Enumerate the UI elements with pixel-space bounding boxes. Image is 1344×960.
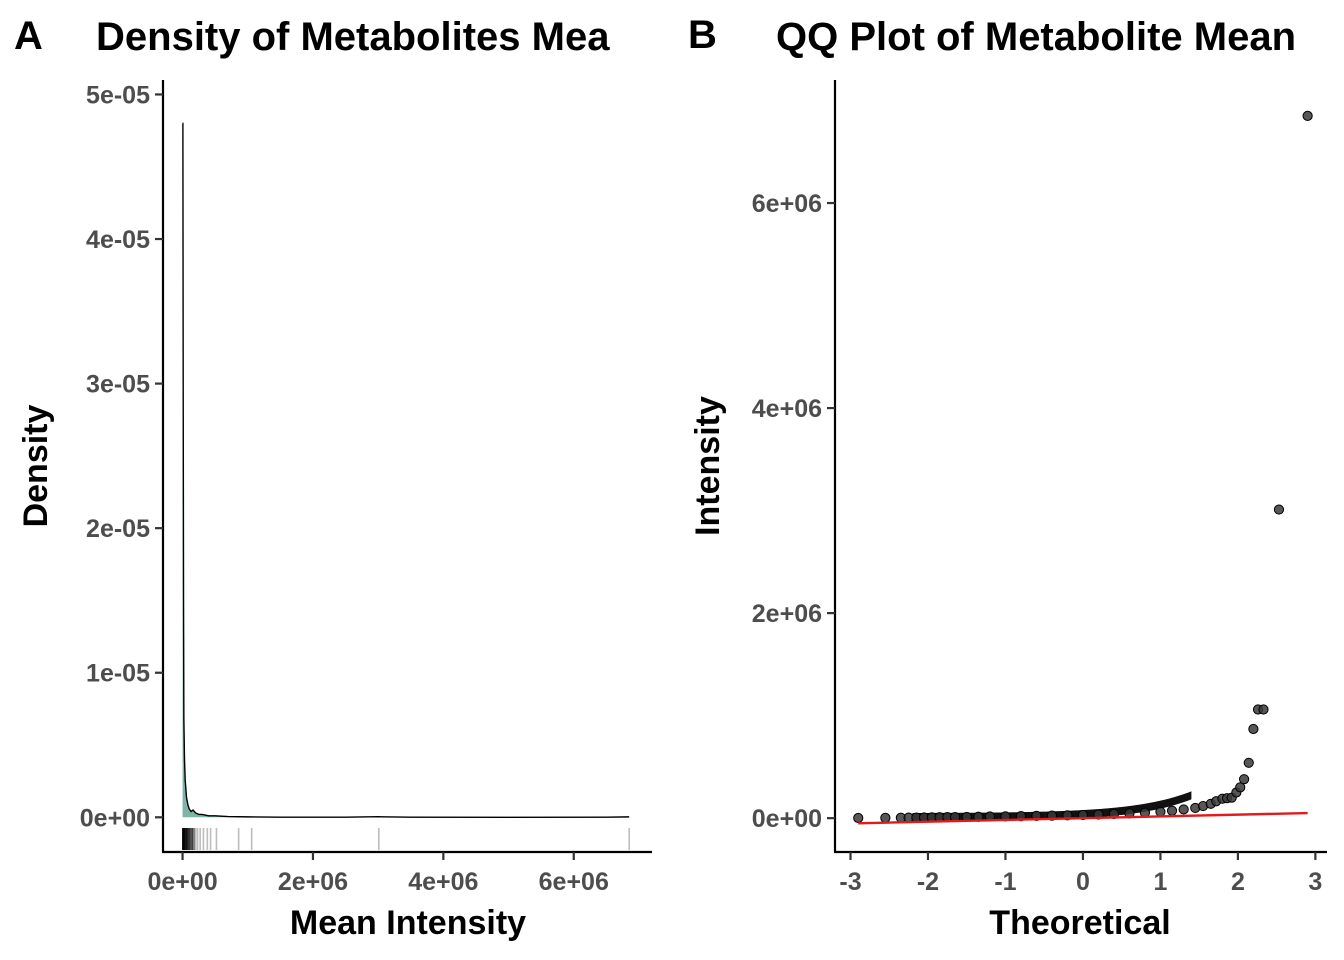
y-tick-label-a: 2e-05 — [86, 515, 150, 543]
y-tick-label-a: 3e-05 — [86, 371, 150, 399]
x-tick-label-b: 3 — [1308, 868, 1322, 896]
y-tick-label-a: 5e-05 — [86, 81, 150, 109]
x-axis-title-a: Mean Intensity — [290, 904, 526, 942]
x-tick-label-a: 4e+06 — [408, 868, 478, 896]
qq-point — [880, 812, 891, 823]
qq-reference-line — [858, 811, 1308, 825]
y-tick-label-a: 0e+00 — [80, 804, 150, 832]
y-tick-label-b: 0e+00 — [752, 805, 822, 833]
y-tick-label-b: 4e+06 — [752, 395, 822, 423]
y-tick-label-b: 2e+06 — [752, 600, 822, 628]
x-axis-title-b: Theoretical — [989, 904, 1170, 942]
qq-point — [853, 812, 864, 824]
panel-b: B QQ Plot of Metabolite Mean -3 -2 -1 0 1 2 3 0… — [688, 13, 1327, 942]
x-tick-label-a: 2e+06 — [278, 868, 348, 896]
panel-label-b: B — [688, 13, 717, 57]
qq-point — [1155, 806, 1166, 817]
axes-b: -3 -2 -1 0 1 2 3 0e+00 2e+06 4e+06 6e+06 — [752, 190, 1323, 896]
qq-point — [1243, 757, 1254, 768]
density-area — [182, 123, 630, 818]
chart-title-a: Density of Metabolites Mea — [96, 15, 610, 59]
qq-point — [1238, 774, 1250, 785]
qq-point — [1258, 704, 1269, 715]
plot-area-a — [182, 122, 630, 850]
y-axis-title-a: Density — [17, 405, 55, 528]
qq-point — [1302, 110, 1313, 121]
x-tick-label-b: 2 — [1231, 868, 1245, 896]
qq-point — [1166, 805, 1178, 816]
qq-point — [1235, 782, 1246, 793]
qq-point — [1178, 804, 1189, 815]
y-tick-label-b: 6e+06 — [752, 190, 822, 218]
x-tick-label-b: -3 — [839, 868, 861, 896]
x-tick-label-a: 0e+00 — [147, 868, 217, 896]
y-axis-title-b: Intensity — [689, 396, 727, 536]
chart-title-b: QQ Plot of Metabolite Mean — [776, 15, 1296, 59]
panel-label-a: A — [14, 14, 43, 58]
x-tick-label-b: 1 — [1153, 868, 1167, 896]
y-tick-label-a: 1e-05 — [86, 660, 150, 688]
x-tick-label-a: 6e+06 — [539, 868, 609, 896]
panel-a: A Density of Metabolites Mea 0e+00 2e+06 4… — [14, 14, 652, 942]
x-tick-label-b: -2 — [917, 868, 939, 896]
x-tick-label-b: 0 — [1076, 868, 1090, 896]
density-line — [182, 122, 630, 819]
qq-point — [1273, 504, 1285, 515]
qq-point — [1248, 723, 1259, 735]
plot-area-b — [853, 110, 1313, 825]
x-tick-label-b: -1 — [994, 868, 1016, 896]
y-tick-label-a: 4e-05 — [86, 226, 150, 254]
axes-a: 0e+00 2e+06 4e+06 6e+06 0e+00 1e-05 2e-05 3e-05… — [80, 81, 609, 896]
